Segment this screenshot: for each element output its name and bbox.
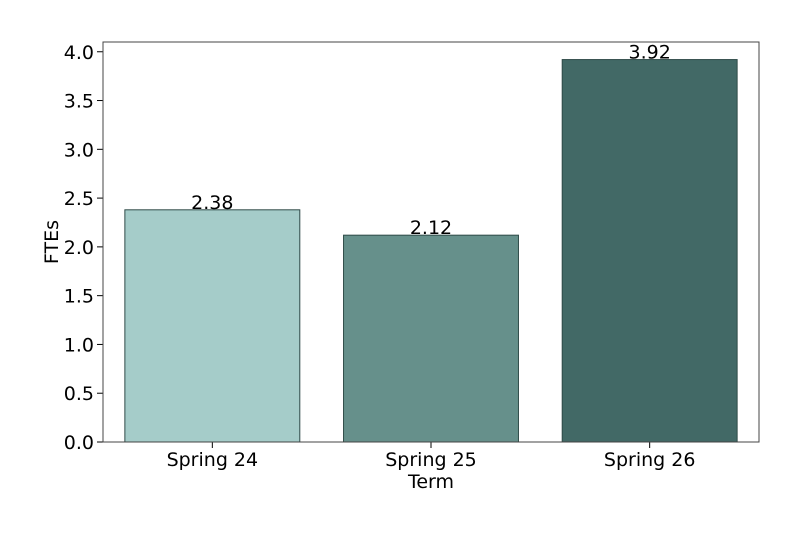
x-tick-label: Spring 25 xyxy=(385,449,477,471)
y-tick-label: 2.0 xyxy=(64,237,94,259)
bar xyxy=(561,59,738,443)
y-tick-label: 0.5 xyxy=(64,383,94,405)
x-tick-label: Spring 26 xyxy=(604,449,696,471)
y-tick-label: 4.0 xyxy=(64,42,94,64)
y-tick-label: 0.0 xyxy=(64,432,94,454)
y-tick-label: 3.5 xyxy=(64,91,94,113)
value-label: 2.38 xyxy=(191,192,233,214)
bar xyxy=(343,234,519,443)
y-tick-label: 1.5 xyxy=(64,286,94,308)
value-label: 3.92 xyxy=(629,42,671,64)
plot-frame xyxy=(102,41,760,443)
bar xyxy=(124,209,301,443)
y-tick-label: 1.0 xyxy=(64,334,94,356)
y-tick-label: 3.0 xyxy=(64,139,94,161)
x-tick-label: Spring 24 xyxy=(167,449,259,471)
y-axis-label: FTEs xyxy=(41,220,63,264)
value-label: 2.12 xyxy=(410,217,452,239)
y-tick-label: 2.5 xyxy=(64,188,94,210)
x-axis-label: Term xyxy=(407,471,454,493)
